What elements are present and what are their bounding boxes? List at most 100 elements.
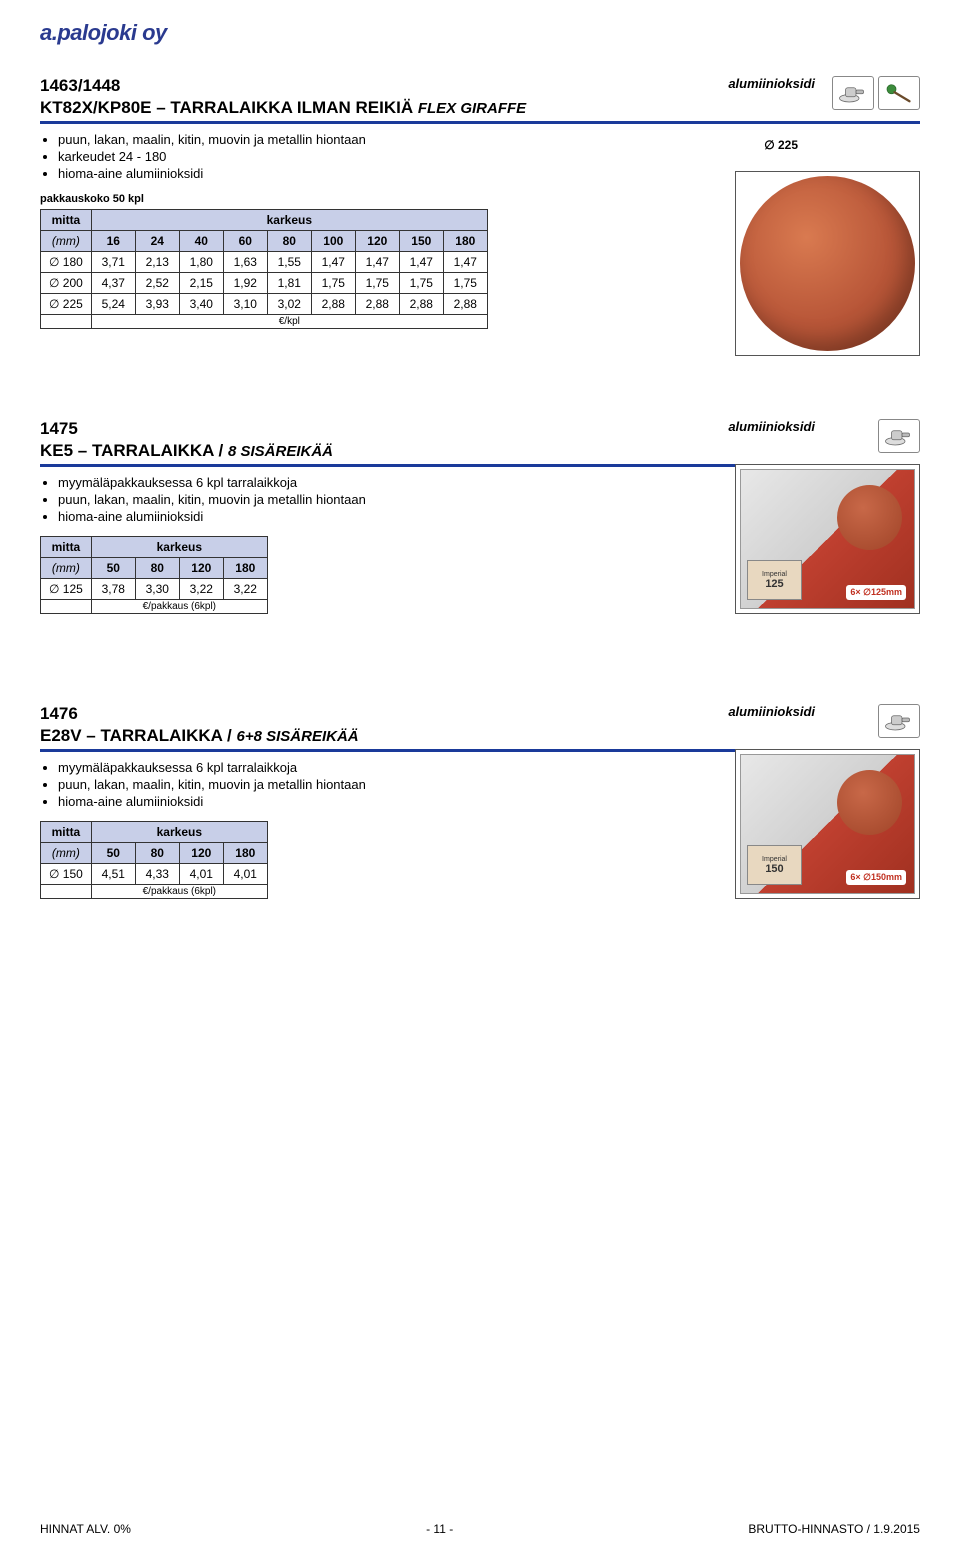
section-subtitle: FLEX GIRAFFE	[418, 100, 526, 117]
pack-label: Imperial125	[747, 560, 802, 600]
unit-spacer	[41, 600, 92, 614]
header-cell: 180	[223, 843, 267, 864]
price-cell: 1,75	[355, 273, 399, 294]
col-mitta: mitta	[41, 537, 92, 558]
price-cell: ∅ 150	[41, 864, 92, 885]
unit-label: €/pakkaus (6kpl)	[91, 600, 267, 614]
section-title: E28V – TARRALAIKKA / 6+8 SISÄREIKÄÄ	[40, 726, 359, 745]
header-cell: 50	[91, 843, 135, 864]
pack-image-icon: Imperial150 6× ∅150mm	[740, 754, 915, 894]
price-cell: 4,01	[223, 864, 267, 885]
price-cell: 1,47	[311, 252, 355, 273]
price-cell: 1,55	[267, 252, 311, 273]
col-mitta: mitta	[41, 210, 92, 231]
price-cell: 1,47	[399, 252, 443, 273]
col-karkeus: karkeus	[91, 210, 487, 231]
unit-label: €/kpl	[91, 315, 487, 329]
pack-label: Imperial150	[747, 845, 802, 885]
unit-spacer	[41, 885, 92, 899]
unit-label: €/pakkaus (6kpl)	[91, 885, 267, 899]
product-image: Imperial150 6× ∅150mm	[735, 749, 920, 899]
section-number: 1463/1448	[40, 76, 920, 96]
header-cell: (mm)	[41, 843, 92, 864]
price-cell: 3,71	[91, 252, 135, 273]
price-cell: 2,88	[311, 294, 355, 315]
product-section: alumiinioksidi1475KE5 – TARRALAIKKA / 8 …	[40, 419, 920, 614]
price-cell: 3,10	[223, 294, 267, 315]
price-cell: 1,81	[267, 273, 311, 294]
header-cell: 80	[135, 558, 179, 579]
header-cell: 80	[267, 231, 311, 252]
price-cell: 1,63	[223, 252, 267, 273]
pack-image-icon: Imperial125 6× ∅125mm	[740, 469, 915, 609]
section-title: KT82X/KP80E – TARRALAIKKA ILMAN REIKIÄ F…	[40, 98, 526, 117]
price-cell: 1,75	[443, 273, 487, 294]
header-cell: (mm)	[41, 231, 92, 252]
price-cell: 4,01	[179, 864, 223, 885]
section-header: 1475 KE5 – TARRALAIKKA / 8 SISÄREIKÄÄ	[40, 419, 920, 467]
header-cell: 60	[223, 231, 267, 252]
product-image	[735, 171, 920, 356]
price-cell: ∅ 225	[41, 294, 92, 315]
header-cell: 24	[135, 231, 179, 252]
section-number: 1475	[40, 419, 920, 439]
pack-badge: 6× ∅150mm	[846, 870, 906, 885]
header-cell: 120	[179, 558, 223, 579]
section-subtitle: 8 SISÄREIKÄÄ	[228, 443, 333, 460]
section-header: 1476E28V – TARRALAIKKA / 6+8 SISÄREIKÄÄ	[40, 704, 920, 752]
pack-badge: 6× ∅125mm	[846, 585, 906, 600]
sanding-disc-icon	[740, 176, 915, 351]
price-cell: 4,51	[91, 864, 135, 885]
header-cell: 80	[135, 843, 179, 864]
section-header: 1463/1448 KT82X/KP80E – TARRALAIKKA ILMAN…	[40, 76, 920, 124]
price-cell: 3,93	[135, 294, 179, 315]
price-cell: 2,88	[399, 294, 443, 315]
diameter-label: ∅ 225	[764, 138, 798, 152]
product-section: alumiinioksidi∅ 2251463/1448KT82X/KP80E …	[40, 76, 920, 329]
price-cell: 2,52	[135, 273, 179, 294]
price-cell: ∅ 125	[41, 579, 92, 600]
unit-spacer	[41, 315, 92, 329]
table-row: ∅ 2004,372,522,151,921,811,751,751,751,7…	[41, 273, 488, 294]
col-karkeus: karkeus	[91, 822, 267, 843]
price-cell: 3,22	[179, 579, 223, 600]
page-footer: HINNAT ALV. 0% - 11 - BRUTTO-HINNASTO / …	[40, 1522, 920, 1536]
section-title: KE5 – TARRALAIKKA / 8 SISÄREIKÄÄ	[40, 441, 333, 460]
price-cell: 4,37	[91, 273, 135, 294]
header-cell: 120	[179, 843, 223, 864]
header-cell: 180	[443, 231, 487, 252]
price-cell: 2,88	[355, 294, 399, 315]
header-cell: 180	[223, 558, 267, 579]
price-cell: 2,15	[179, 273, 223, 294]
col-mitta: mitta	[41, 822, 92, 843]
price-cell: 3,02	[267, 294, 311, 315]
price-cell: 1,47	[443, 252, 487, 273]
price-table: mittakarkeus(mm)5080120180∅ 1253,783,303…	[40, 536, 268, 614]
table-row: ∅ 2255,243,933,403,103,022,882,882,882,8…	[41, 294, 488, 315]
table-row: ∅ 1253,783,303,223,22	[41, 579, 268, 600]
price-cell: 3,40	[179, 294, 223, 315]
price-cell: 1,47	[355, 252, 399, 273]
price-cell: 3,22	[223, 579, 267, 600]
col-karkeus: karkeus	[91, 537, 267, 558]
company-logo: a.palojoki oy	[40, 20, 920, 46]
disc-mini-icon	[837, 770, 902, 835]
price-cell: 5,24	[91, 294, 135, 315]
product-section: alumiinioksidi1476E28V – TARRALAIKKA / 6…	[40, 704, 920, 899]
price-cell: 3,78	[91, 579, 135, 600]
price-cell: 4,33	[135, 864, 179, 885]
header-cell: (mm)	[41, 558, 92, 579]
logo-text: a.palojoki oy	[40, 20, 167, 45]
price-table: mittakarkeus(mm)1624406080100120150180∅ …	[40, 209, 488, 329]
footer-center: - 11 -	[426, 1522, 453, 1536]
header-cell: 150	[399, 231, 443, 252]
footer-left: HINNAT ALV. 0%	[40, 1522, 131, 1536]
price-cell: 2,88	[443, 294, 487, 315]
price-cell: ∅ 200	[41, 273, 92, 294]
price-cell: 1,92	[223, 273, 267, 294]
price-cell: ∅ 180	[41, 252, 92, 273]
table-row: ∅ 1803,712,131,801,631,551,471,471,471,4…	[41, 252, 488, 273]
header-cell: 40	[179, 231, 223, 252]
footer-right: BRUTTO-HINNASTO / 1.9.2015	[748, 1522, 920, 1536]
price-table: mittakarkeus(mm)5080120180∅ 1504,514,334…	[40, 821, 268, 899]
